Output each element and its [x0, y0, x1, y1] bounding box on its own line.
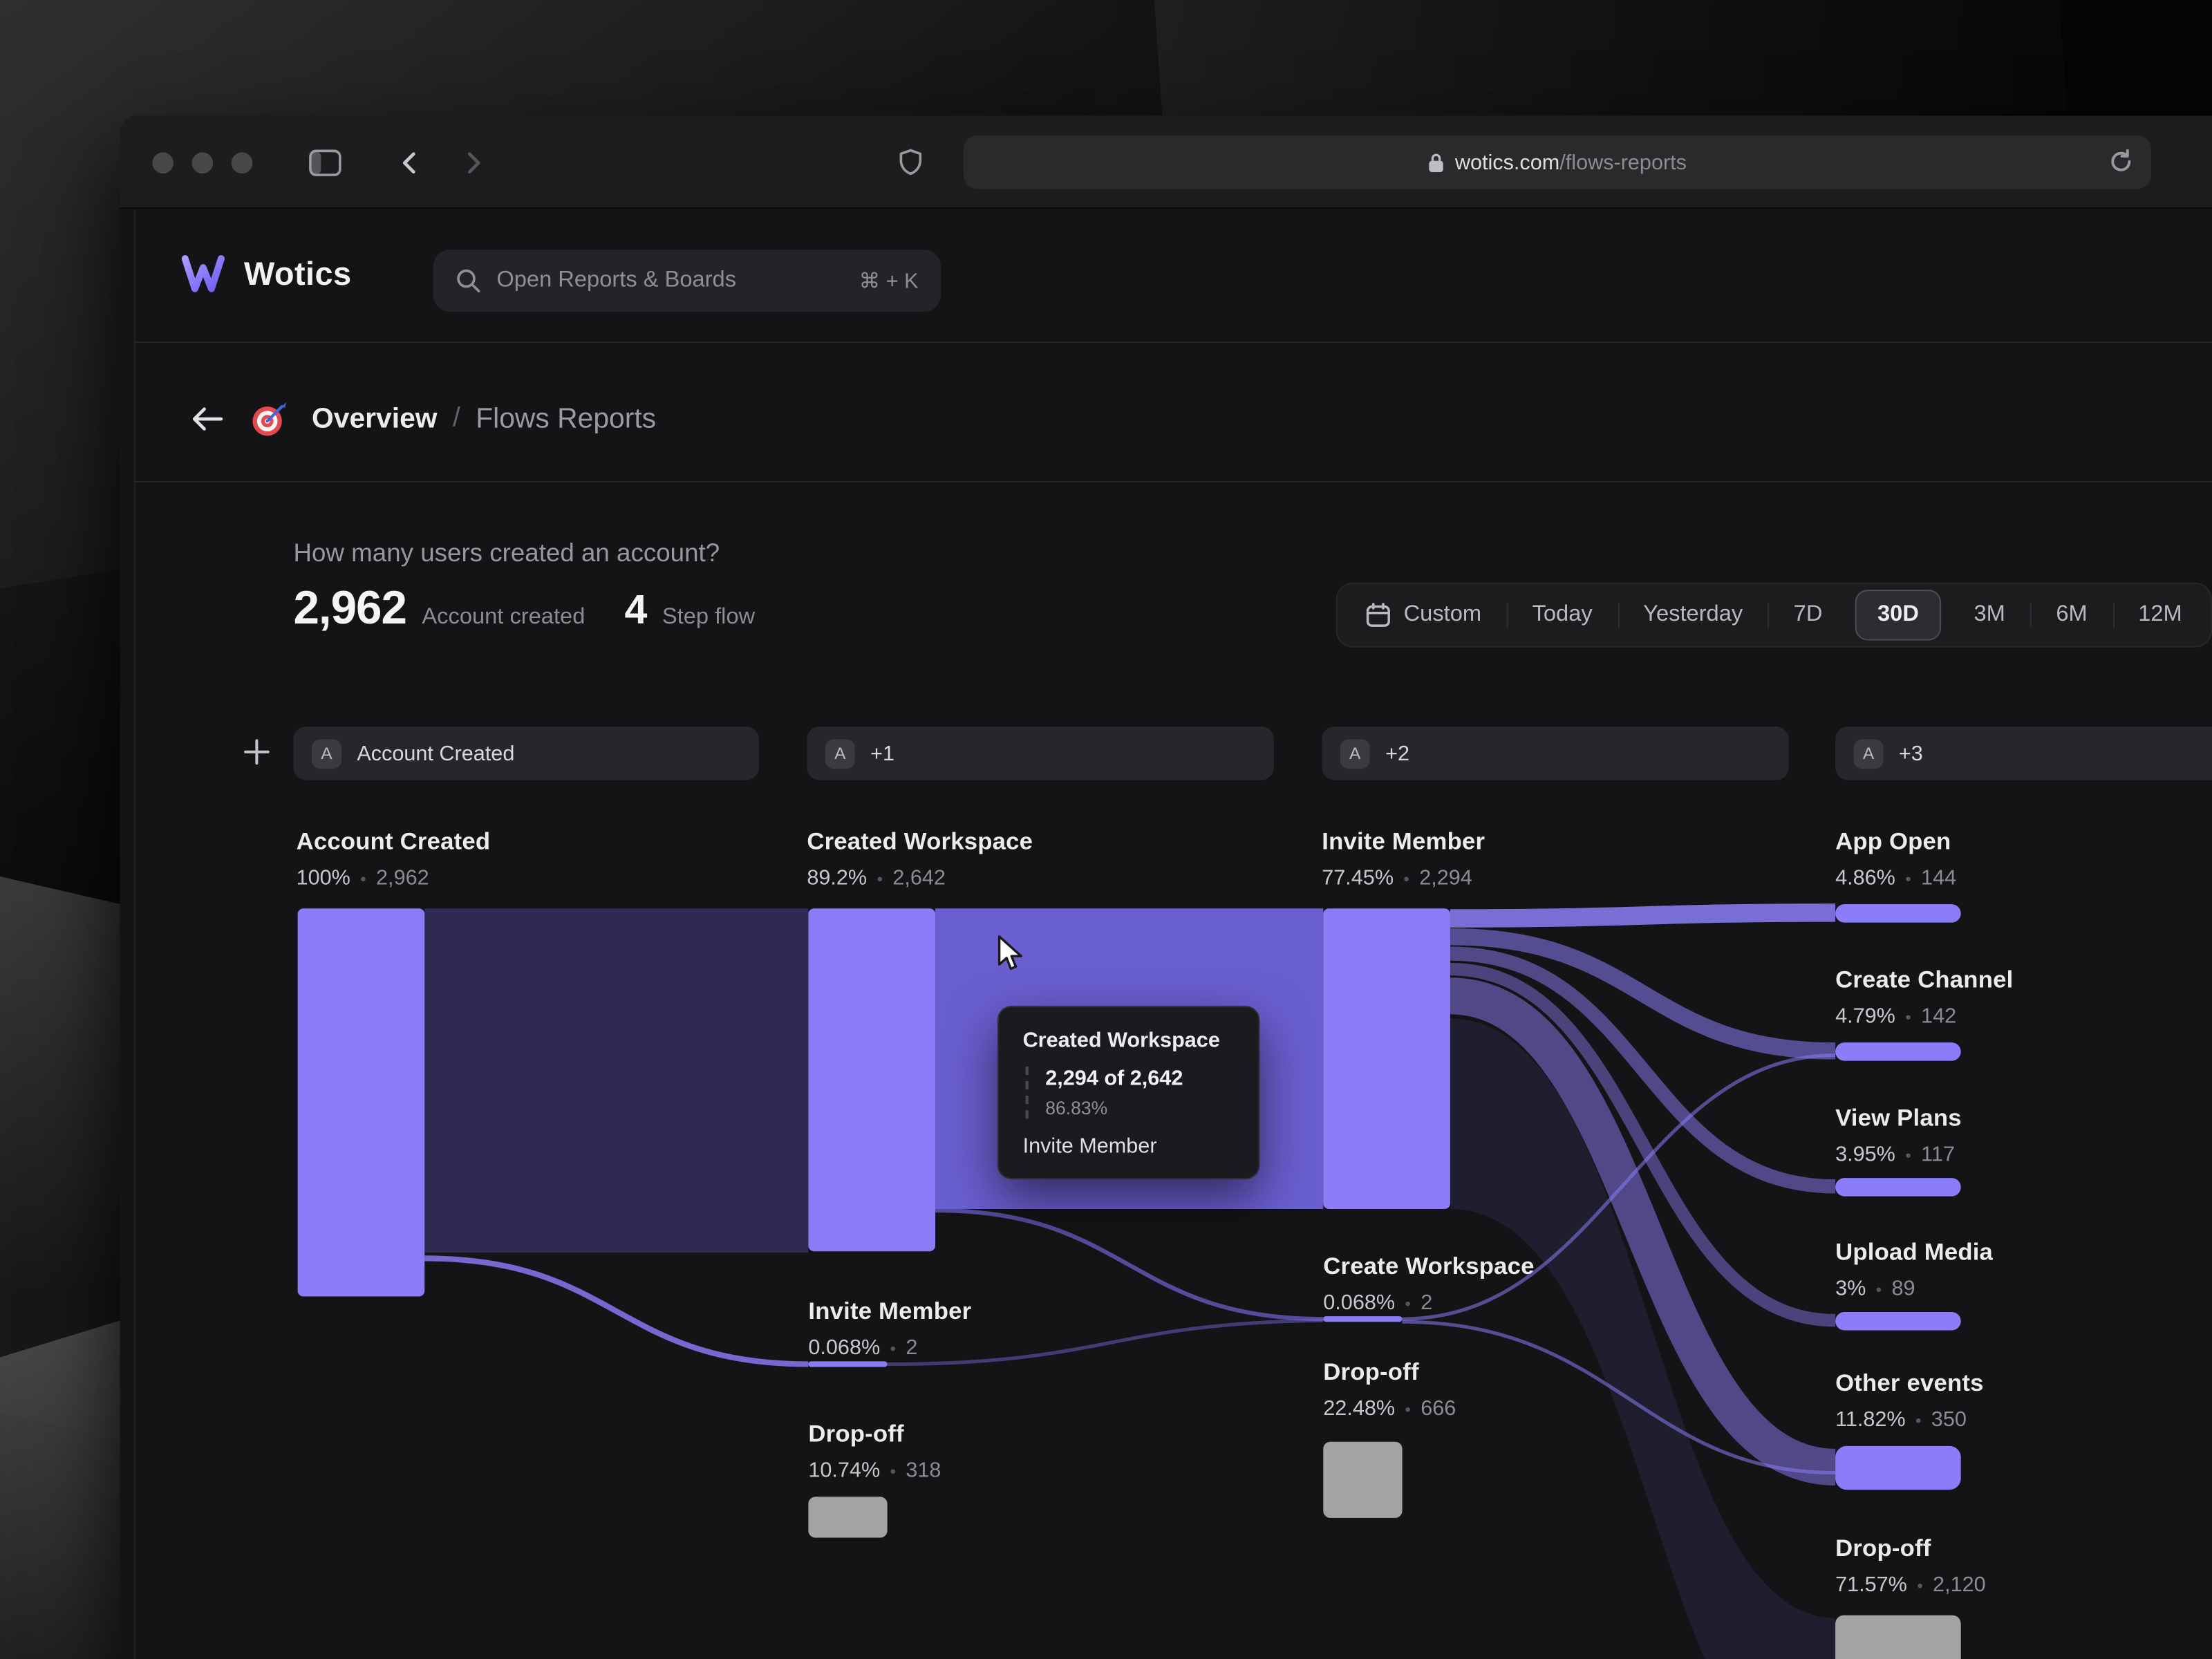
app-title: Wotics	[244, 254, 351, 292]
range-6m[interactable]: 6M	[2031, 584, 2113, 646]
wotics-logo-icon	[180, 254, 225, 293]
breadcrumb-separator: /	[453, 404, 460, 435]
shield-icon[interactable]	[897, 148, 924, 176]
flow-tooltip: Created Workspace 2,294 of 2,642 86.83% …	[997, 1006, 1260, 1179]
step-chip-2[interactable]: A +1	[807, 727, 1274, 780]
tooltip-target: Invite Member	[1023, 1134, 1235, 1159]
bar-account-created[interactable]	[298, 908, 425, 1296]
step-chip-4[interactable]: A +3	[1835, 727, 2212, 780]
window-close-button[interactable]	[152, 152, 174, 174]
flow-appopen	[1450, 912, 1835, 918]
col2-dropoff-label: Drop-off 10.74%•318	[808, 1421, 941, 1483]
content-left-divider	[134, 209, 135, 1659]
tooltip-pct: 86.83%	[1045, 1098, 1234, 1119]
total-label: Account created	[422, 606, 585, 631]
screen: wotics.com/flows-reports Wotics Open Rep…	[0, 0, 2212, 1659]
app-brand: Wotics	[180, 254, 351, 293]
range-yesterday[interactable]: Yesterday	[1618, 584, 1768, 646]
calendar-icon	[1365, 602, 1391, 628]
steps-value: 4	[625, 588, 647, 635]
time-range-selector: Custom Today Yesterday 7D 30D 3M 6M 12M	[1336, 583, 2212, 648]
col2-invite-label: Invite Member 0.068%•2	[808, 1298, 971, 1360]
tooltip-value: 2,294 of 2,642	[1045, 1067, 1234, 1091]
col4-appopen-label: App Open 4.86%•144	[1835, 828, 1956, 890]
header-divider	[134, 341, 2212, 343]
flow-otherevents	[1450, 996, 1835, 1468]
range-3m[interactable]: 3M	[1949, 584, 2031, 646]
flow-band-col1-col2[interactable]	[424, 908, 808, 1253]
col4-uploadmedia-label: Upload Media 3%•89	[1835, 1239, 1993, 1301]
sidebar-toggle-icon[interactable]	[309, 149, 341, 176]
bar-dropoff-col2[interactable]	[808, 1497, 887, 1537]
lock-icon	[1428, 151, 1445, 173]
bar-create-workspace-small[interactable]	[1323, 1316, 1402, 1322]
report-stats: 2,962 Account created 4 Step flow	[293, 581, 755, 635]
range-30d-selected[interactable]: 30D	[1855, 590, 1941, 640]
address-bar[interactable]: wotics.com/flows-reports	[964, 135, 2151, 189]
step-badge: A	[1854, 738, 1884, 768]
col2-header: Created Workspace 89.2%•2,642	[807, 828, 1033, 890]
bar-create-channel[interactable]	[1835, 1042, 1961, 1061]
breadcrumb-divider	[134, 481, 2212, 482]
bar-view-plans[interactable]	[1835, 1178, 1961, 1197]
col4-viewplans-label: View Plans 3.95%•117	[1835, 1105, 1962, 1167]
range-12m[interactable]: 12M	[2112, 584, 2207, 646]
flow-thin-col2-col3	[935, 1210, 1323, 1319]
url-domain: wotics.com	[1455, 150, 1559, 174]
search-icon	[456, 268, 481, 294]
browser-window: wotics.com/flows-reports Wotics Open Rep…	[120, 115, 2212, 1659]
step-badge: A	[825, 738, 855, 768]
window-minimize-button[interactable]	[192, 152, 214, 174]
step-badge: A	[1340, 738, 1370, 768]
step-chip-1[interactable]: A Account Created	[293, 727, 758, 780]
bar-dropoff-col3[interactable]	[1323, 1442, 1402, 1518]
browser-toolbar: wotics.com/flows-reports	[120, 115, 2212, 209]
report-question: How many users created an account?	[293, 539, 720, 569]
flow-createchannel	[1450, 937, 1835, 1051]
breadcrumb-page: Flows Reports	[476, 403, 656, 435]
breadcrumb: Overview / Flows Reports	[189, 398, 656, 440]
flow-viewplans	[1450, 954, 1835, 1187]
col3-dropoff-label: Drop-off 22.48%•666	[1323, 1358, 1456, 1421]
total-value: 2,962	[293, 581, 406, 635]
back-button[interactable]	[396, 149, 423, 176]
add-step-button[interactable]	[241, 736, 272, 774]
bar-invite-member-small[interactable]	[808, 1361, 887, 1367]
range-7d[interactable]: 7D	[1768, 584, 1848, 646]
tooltip-title: Created Workspace	[1023, 1029, 1235, 1053]
col4-otherevents-label: Other events 11.82%•350	[1835, 1370, 1984, 1432]
refresh-icon[interactable]	[2108, 148, 2135, 182]
bar-upload-media[interactable]	[1835, 1312, 1961, 1331]
url-path: /flows-reports	[1559, 150, 1687, 174]
target-icon	[250, 400, 288, 438]
bar-other-events[interactable]	[1835, 1446, 1961, 1490]
col3-header: Invite Member 77.45%•2,294	[1322, 828, 1485, 890]
bar-invite-member[interactable]	[1323, 908, 1450, 1209]
col4-dropoff-label: Drop-off 71.57%•2,120	[1835, 1535, 1986, 1597]
bar-app-open[interactable]	[1835, 904, 1961, 923]
flow-cross-down	[1403, 1322, 1836, 1472]
forward-button[interactable]	[460, 149, 487, 176]
search-placeholder: Open Reports & Boards	[496, 268, 843, 294]
flow-thin-col1-invite	[424, 1258, 808, 1364]
bar-dropoff-col4[interactable]	[1835, 1615, 1961, 1659]
window-zoom-button[interactable]	[232, 152, 253, 174]
col4-createchannel-label: Create Channel 4.79%•142	[1835, 966, 2013, 1029]
range-today[interactable]: Today	[1507, 584, 1618, 646]
flow-dropoff-band	[1450, 1018, 1835, 1659]
steps-label: Step flow	[662, 606, 755, 631]
mouse-cursor	[992, 934, 1029, 980]
bar-created-workspace[interactable]	[808, 908, 935, 1251]
step-chip-3[interactable]: A +2	[1322, 727, 1789, 780]
col3-createws-label: Create Workspace 0.068%•2	[1323, 1253, 1534, 1315]
back-arrow-icon[interactable]	[189, 404, 225, 435]
search-shortcut: ⌘ + K	[859, 268, 919, 294]
step-badge: A	[312, 738, 341, 768]
col1-header: Account Created 100%•2,962	[297, 828, 491, 890]
range-custom[interactable]: Custom	[1340, 584, 1507, 646]
search-input[interactable]: Open Reports & Boards ⌘ + K	[433, 250, 941, 312]
breadcrumb-section[interactable]: Overview	[312, 403, 438, 435]
